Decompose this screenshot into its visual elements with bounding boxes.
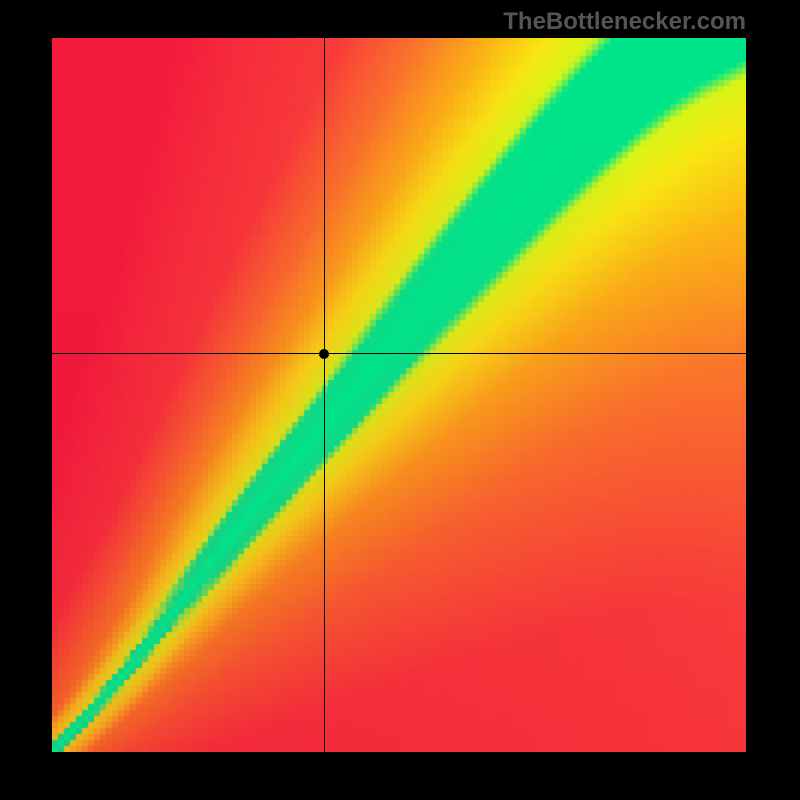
- bottleneck-heatmap: [52, 38, 746, 752]
- crosshair-vertical: [324, 38, 325, 752]
- watermark-text: TheBottlenecker.com: [503, 8, 746, 36]
- crosshair-horizontal: [52, 353, 746, 354]
- selection-marker: [319, 349, 329, 359]
